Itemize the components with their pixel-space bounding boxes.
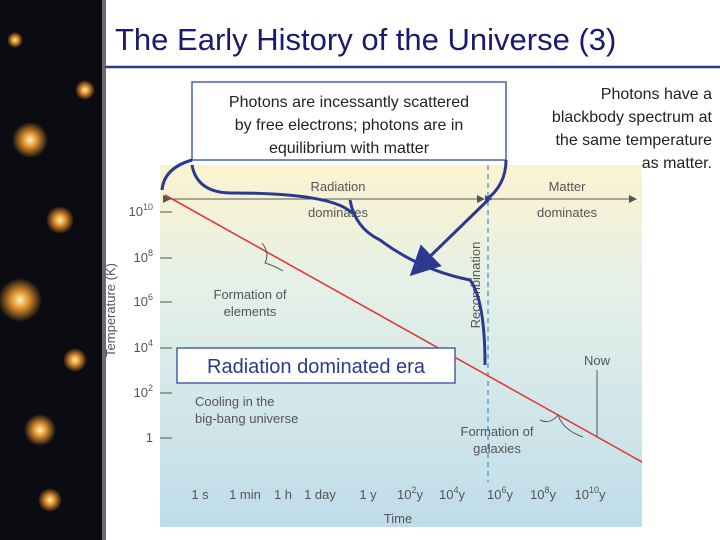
tick-base: 10: [530, 487, 544, 502]
tick-exponent: 8: [148, 248, 153, 258]
galaxies-brace: [539, 413, 584, 438]
tick-base: 10: [129, 204, 143, 219]
tick-exponent: 10: [143, 202, 153, 212]
tick-exponent: 6: [501, 485, 506, 495]
matter-label: dominates: [537, 205, 597, 220]
tick-base: 10: [397, 487, 411, 502]
y-axis-label: Temperature (K): [103, 263, 118, 357]
callout-text: by free electrons; photons are in: [235, 117, 464, 134]
y-tick-label: 104: [134, 338, 153, 355]
x-tick-label: 106y: [487, 485, 513, 502]
callout-text: Photons are incessantly scattered: [229, 94, 469, 111]
tick-base: 10: [134, 250, 148, 265]
tick-base: 10: [487, 487, 501, 502]
callout-text: blackbody spectrum at: [552, 109, 713, 126]
tick-unit: y: [599, 487, 606, 502]
callout-text: as matter.: [642, 155, 712, 172]
y-tick-label: 102: [134, 383, 153, 400]
tick-exponent: 2: [411, 485, 416, 495]
cooling-label: big-bang universe: [195, 411, 298, 426]
x-tick-label: 104y: [439, 485, 465, 502]
tick-base: 1 s: [191, 487, 209, 502]
tick-base: 1 min: [229, 487, 261, 502]
tick-base: 10: [134, 340, 148, 355]
x-axis-label: Time: [384, 511, 412, 526]
tick-unit: y: [416, 487, 423, 502]
tick-unit: y: [458, 487, 465, 502]
galaxies-label: galaxies: [473, 441, 521, 456]
callout-text: equilibrium with matter: [269, 140, 430, 157]
callout-text: the same temperature: [555, 132, 712, 149]
callout-texts: Photons are incessantly scattered by free…: [207, 86, 713, 378]
matter-label: Matter: [549, 179, 587, 194]
tick-base: 1 day: [304, 487, 336, 502]
tick-base: 1 y: [359, 487, 377, 502]
x-tick-label: 1 min: [229, 487, 261, 502]
x-tick-label: 1 h: [274, 487, 292, 502]
callout-text: Radiation dominated era: [207, 356, 426, 378]
elements-label: elements: [224, 304, 277, 319]
connectors: [160, 158, 508, 366]
y-tick-label: 106: [134, 292, 153, 309]
strip-edge: [102, 0, 106, 540]
elements-label: Formation of: [214, 287, 287, 302]
x-tick-label: 108y: [530, 485, 556, 502]
tick-exponent: 4: [453, 485, 458, 495]
callout-box: [191, 81, 507, 161]
tick-base: 10: [134, 385, 148, 400]
tick-base: 10: [134, 294, 148, 309]
callout-box: [176, 347, 456, 384]
temperature-line: [164, 194, 643, 463]
tick-exponent: 8: [544, 485, 549, 495]
y-tick-label: 1010: [129, 202, 153, 219]
tick-exponent: 4: [148, 338, 153, 348]
callout-text: Photons have a: [601, 86, 712, 103]
elements-brace: [261, 242, 284, 272]
radiation-label: Radiation: [311, 179, 366, 194]
tick-exponent: 10: [589, 485, 599, 495]
title: The Early History of the Universe (3): [115, 22, 616, 57]
stars: [0, 32, 95, 512]
tick-unit: y: [549, 487, 556, 502]
x-tick-label: 1010y: [575, 485, 606, 502]
tick-base: 1 h: [274, 487, 292, 502]
tick-exponent: 6: [148, 292, 153, 302]
tick-unit: y: [506, 487, 513, 502]
y-tick-label: 1: [146, 430, 153, 445]
x-tick-label: 102y: [397, 485, 423, 502]
x-tick-label: 1 s: [191, 487, 209, 502]
tick-exponent: 2: [148, 383, 153, 393]
tick-base: 10: [439, 487, 453, 502]
figure-background: [160, 165, 642, 527]
tick-base: 10: [575, 487, 589, 502]
x-tick-label: 1 day: [304, 487, 336, 502]
y-tick-label: 108: [134, 248, 153, 265]
x-tick-label: 1 y: [359, 487, 377, 502]
galaxies-label: Formation of: [461, 424, 534, 439]
now-label: Now: [584, 353, 611, 368]
cooling-label: Cooling in the: [195, 394, 275, 409]
radiation-label: dominates: [308, 205, 368, 220]
tick-base: 1: [146, 430, 153, 445]
